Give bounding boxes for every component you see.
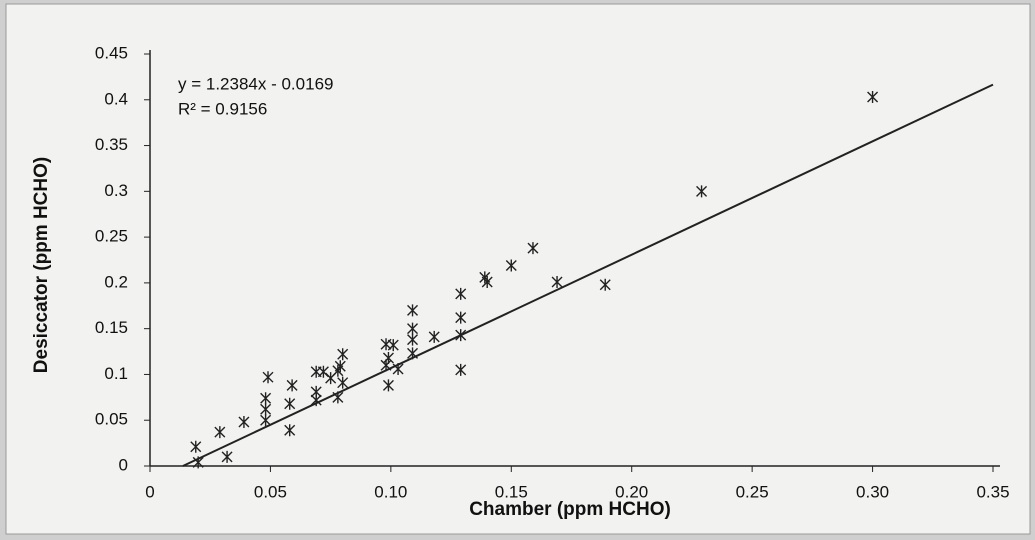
y-tick-label: 0 bbox=[119, 455, 128, 474]
y-tick-label: 0.15 bbox=[95, 318, 128, 337]
equation: y = 1.2384x - 0.0169 bbox=[178, 74, 333, 93]
point bbox=[481, 275, 493, 288]
x-tick-label: 0.15 bbox=[495, 482, 528, 501]
x-tick-label: 0.10 bbox=[374, 482, 407, 501]
y-tick-label: 0.2 bbox=[104, 272, 128, 291]
point bbox=[286, 379, 298, 392]
point bbox=[284, 397, 296, 410]
point bbox=[260, 403, 272, 416]
y-tick-label: 0.45 bbox=[95, 43, 128, 62]
y-tick-label: 0.3 bbox=[104, 181, 128, 200]
point bbox=[455, 287, 467, 300]
point bbox=[221, 450, 233, 463]
point bbox=[455, 329, 467, 342]
y-tick-label: 0.1 bbox=[104, 364, 128, 383]
point bbox=[262, 371, 274, 384]
point bbox=[527, 242, 539, 255]
point bbox=[428, 330, 440, 343]
point bbox=[260, 392, 272, 405]
point bbox=[382, 351, 394, 364]
point bbox=[284, 424, 296, 437]
y-tick-label: 0.05 bbox=[95, 410, 128, 429]
y-tick-label: 0.4 bbox=[104, 89, 128, 108]
point bbox=[867, 91, 879, 104]
point bbox=[505, 259, 517, 272]
point bbox=[260, 414, 272, 427]
x-tick-label: 0 bbox=[145, 482, 154, 501]
x-axis-title: Chamber (ppm HCHO) bbox=[469, 499, 671, 520]
y-tick-label: 0.25 bbox=[95, 227, 128, 246]
point bbox=[387, 339, 399, 352]
point bbox=[392, 362, 404, 375]
point bbox=[407, 304, 419, 317]
point bbox=[337, 376, 349, 389]
x-tick-label: 0.35 bbox=[976, 482, 1009, 501]
point bbox=[214, 426, 226, 439]
x-tick-label: 0.30 bbox=[856, 482, 889, 501]
point bbox=[310, 394, 322, 407]
point bbox=[455, 311, 467, 324]
point bbox=[334, 360, 346, 373]
x-tick-label: 0.20 bbox=[615, 482, 648, 501]
x-tick-label: 0.25 bbox=[736, 482, 769, 501]
point bbox=[407, 322, 419, 335]
point bbox=[599, 278, 611, 291]
chart-background bbox=[5, 3, 1031, 535]
point bbox=[337, 348, 349, 361]
y-axis-title: Desiccator (ppm HCHO) bbox=[31, 157, 52, 373]
point bbox=[192, 456, 204, 469]
x-tick-label: 0.05 bbox=[254, 482, 287, 501]
r-squared: R² = 0.9156 bbox=[178, 99, 267, 118]
point bbox=[551, 275, 563, 288]
point bbox=[238, 416, 250, 429]
point bbox=[407, 347, 419, 360]
point bbox=[407, 333, 419, 346]
y-tick-label: 0.35 bbox=[95, 135, 128, 154]
point bbox=[696, 185, 708, 198]
point bbox=[382, 379, 394, 392]
point bbox=[190, 440, 202, 453]
point bbox=[455, 363, 467, 376]
point bbox=[332, 391, 344, 404]
